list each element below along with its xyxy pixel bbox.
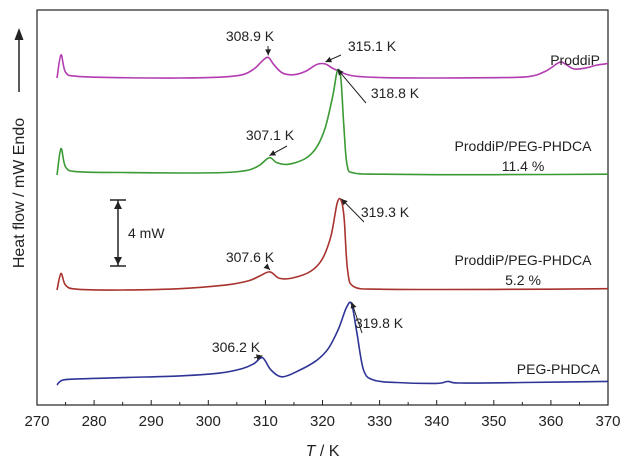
peak-label: 308.9 K bbox=[226, 28, 275, 44]
peak-arrow-icon bbox=[350, 302, 357, 309]
scale-arrow-up-icon bbox=[114, 201, 122, 209]
peak-label: 319.8 K bbox=[355, 315, 404, 331]
series-line-4 bbox=[56, 301, 609, 386]
peak-label: 318.8 K bbox=[371, 85, 420, 101]
x-tick-label: 300 bbox=[196, 413, 221, 430]
x-axis: 270 280 290 300 310 320 330 340 350 360 370 bbox=[24, 400, 621, 430]
series-label-2: 11.4 % bbox=[502, 158, 545, 174]
peak-label: 306.2 K bbox=[212, 339, 261, 355]
x-tick-label: 330 bbox=[367, 413, 392, 430]
peak-arrow-icon bbox=[341, 198, 348, 206]
series-line-2 bbox=[56, 68, 609, 176]
x-tick-label: 280 bbox=[82, 413, 107, 430]
peak-annotations: 308.9 K 315.1 K 307.1 K 318.8 K 307.6 K 319.3… bbox=[212, 28, 420, 361]
peak-label: 307.1 K bbox=[246, 127, 295, 143]
scale-arrow-down-icon bbox=[114, 257, 122, 265]
peak-arrow-icon bbox=[263, 263, 270, 270]
x-tick-label: 320 bbox=[310, 413, 335, 430]
x-label-text: T / K bbox=[306, 443, 340, 460]
peak-arrow-icon bbox=[325, 56, 333, 63]
peak-label: 307.6 K bbox=[226, 249, 275, 265]
arrow-head bbox=[14, 28, 24, 40]
peak-arrow-icon bbox=[337, 69, 344, 76]
series-group bbox=[56, 54, 609, 386]
x-tick-label: 290 bbox=[139, 413, 164, 430]
peak-arrow-icon bbox=[265, 49, 272, 56]
x-tick-label: 310 bbox=[253, 413, 278, 430]
scale-bar-label: 4 mW bbox=[128, 225, 165, 241]
series-label-3: 5.2 % bbox=[505, 272, 541, 288]
peak-arrow-icon bbox=[255, 354, 263, 361]
scale-bar: 4 mW bbox=[110, 199, 165, 267]
x-tick-label: 270 bbox=[24, 413, 49, 430]
plot-frame bbox=[36, 9, 609, 406]
series-label-2: ProddiP/PEG-PHDCA bbox=[455, 138, 593, 154]
x-axis-label: T / K bbox=[306, 443, 340, 460]
series-label-3: ProddiP/PEG-PHDCA bbox=[455, 252, 593, 268]
y-axis-arrow-icon bbox=[14, 28, 24, 92]
x-tick-label: 370 bbox=[595, 413, 620, 430]
x-tick-label: 360 bbox=[538, 413, 563, 430]
series-line-1 bbox=[56, 54, 609, 79]
peak-label: 319.3 K bbox=[361, 204, 410, 220]
series-label-4: PEG-PHDCA bbox=[517, 361, 601, 377]
y-axis-label: Heat flow / mW Endo bbox=[11, 118, 28, 268]
series-labels: ProddiP ProddiP/PEG-PHDCA 11.4 % ProddiP/PE… bbox=[455, 52, 601, 377]
y-label-text: Heat flow / mW Endo bbox=[11, 118, 28, 268]
peak-arrow-icon bbox=[269, 150, 277, 156]
peak-label: 315.1 K bbox=[348, 38, 397, 54]
x-tick-label: 340 bbox=[424, 413, 449, 430]
peak-arrow-line bbox=[336, 68, 367, 104]
series-label-1: ProddiP bbox=[550, 52, 600, 68]
series-line-3 bbox=[56, 197, 609, 291]
x-tick-label: 350 bbox=[481, 413, 506, 430]
